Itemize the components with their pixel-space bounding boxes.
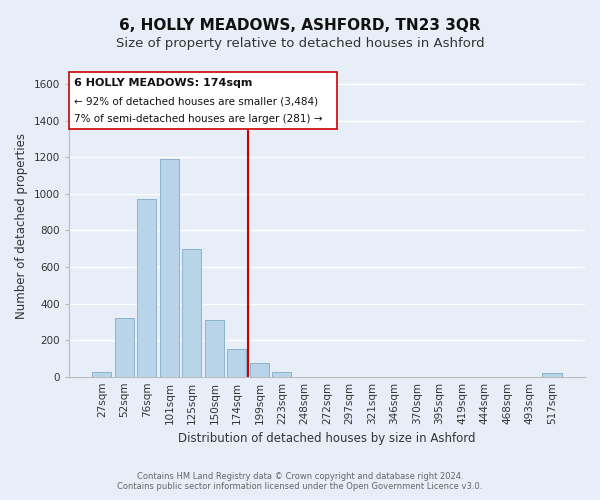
Bar (92, 372, 112, 376)
Bar (227, 350, 247, 376)
Text: 6, HOLLY MEADOWS, ASHFORD, TN23 3QR: 6, HOLLY MEADOWS, ASHFORD, TN23 3QR (119, 18, 481, 32)
Text: 6 HOLLY MEADOWS: 174sqm: 6 HOLLY MEADOWS: 174sqm (74, 78, 252, 88)
Bar (182, 248, 202, 376)
Bar (542, 374, 562, 376)
Y-axis label: Number of detached properties: Number of detached properties (15, 133, 28, 319)
Bar (272, 372, 292, 376)
Bar (250, 363, 269, 376)
Text: ← 92% of detached houses are smaller (3,484): ← 92% of detached houses are smaller (3,… (74, 96, 318, 106)
Text: 7% of semi-detached houses are larger (281) →: 7% of semi-detached houses are larger (2… (74, 114, 322, 124)
X-axis label: Distribution of detached houses by size in Ashford: Distribution of detached houses by size … (178, 432, 476, 445)
Bar (115, 318, 134, 376)
Text: Contains public sector information licensed under the Open Government Licence v3: Contains public sector information licen… (118, 482, 482, 491)
Text: Size of property relative to detached houses in Ashford: Size of property relative to detached ho… (116, 38, 484, 51)
Bar (160, 159, 179, 376)
Bar (205, 320, 224, 376)
Bar (137, 200, 157, 376)
Text: Contains HM Land Registry data © Crown copyright and database right 2024.: Contains HM Land Registry data © Crown c… (137, 472, 463, 481)
